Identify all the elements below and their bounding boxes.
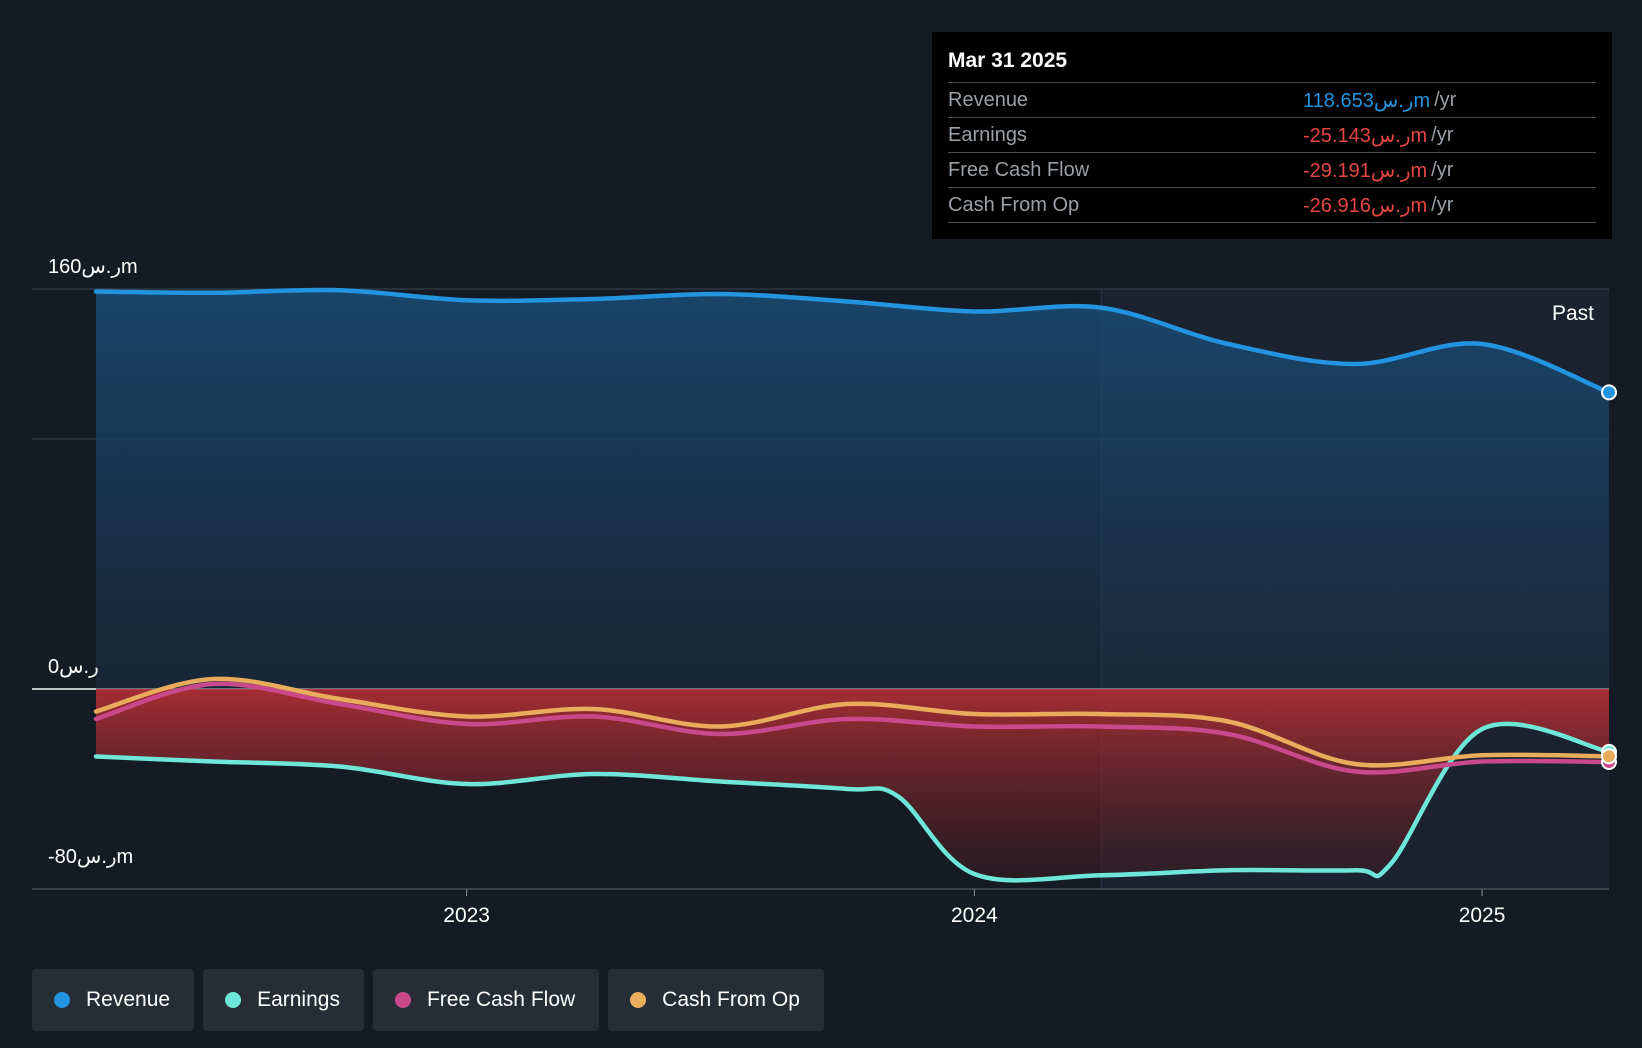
- legend-dot-icon: [630, 992, 647, 1008]
- cash-from-op-end-point: [1601, 748, 1617, 765]
- area-fills: [96, 289, 1609, 881]
- cash-from-op-line: [93, 676, 1612, 768]
- legend-item-revenue[interactable]: Revenue: [32, 969, 195, 1031]
- free-cash-flow-line: [93, 681, 1612, 775]
- tooltip-unit: /yr: [1431, 158, 1454, 181]
- tooltip-label: Free Cash Flow: [948, 158, 1090, 181]
- tooltip-value: 118.653ر.سm: [1303, 89, 1431, 112]
- chart-legend: Revenue Earnings Free Cash Flow Cash Fro…: [32, 969, 824, 1031]
- tooltip-row-revenue: Revenue 118.653ر.سm /yr: [948, 82, 1596, 117]
- tooltip-row-earnings: Earnings -25.143ر.سm /yr: [948, 117, 1596, 152]
- y-axis-label: 0ر.س: [48, 656, 99, 678]
- revenue-area: [96, 289, 1609, 689]
- tooltip-value: -29.191ر.سm: [1303, 159, 1428, 182]
- tooltip-value: -25.143ر.سm: [1303, 124, 1428, 147]
- tooltip-unit: /yr: [1431, 193, 1454, 216]
- series-end-dots: [1601, 384, 1617, 770]
- tooltip-label: Earnings: [948, 123, 1027, 146]
- legend-item-free-cash-flow[interactable]: Free Cash Flow: [372, 969, 600, 1031]
- legend-label: Free Cash Flow: [426, 988, 576, 1011]
- x-tick-label: 2024: [951, 904, 998, 927]
- tooltip-unit: /yr: [1434, 88, 1457, 111]
- y-axis-label: 160ر.سm: [48, 256, 138, 278]
- legend-label: Cash From Op: [662, 988, 800, 1011]
- legend-item-cash-from-op[interactable]: Cash From Op: [608, 969, 824, 1031]
- legend-dot-icon: [54, 992, 70, 1008]
- legend-dot-icon: [225, 992, 242, 1008]
- tooltip-date: Mar 31 2025: [948, 49, 1068, 72]
- x-tick-label: 2025: [1459, 904, 1506, 927]
- revenue-end-point: [1601, 384, 1617, 401]
- revenue-line: [93, 287, 1612, 395]
- y-axis-labels: 160ر.سm 0ر.س -80ر.سm: [48, 256, 138, 868]
- tooltip-label: Cash From Op: [948, 193, 1080, 216]
- legend-item-earnings[interactable]: Earnings: [203, 969, 364, 1031]
- legend-label: Earnings: [257, 988, 340, 1011]
- tooltip-value: -26.916ر.سm: [1303, 194, 1428, 217]
- tooltip-unit: /yr: [1431, 123, 1454, 146]
- x-axis-ticks: 2023 2024 2025: [32, 888, 1609, 927]
- series-lines: [93, 287, 1612, 883]
- tooltip-label: Revenue: [948, 88, 1029, 111]
- y-axis-label: -80ر.سm: [48, 846, 133, 868]
- tooltip-panel: Mar 31 2025 Revenue 118.653ر.سm /yr Earn…: [932, 32, 1612, 239]
- past-label: Past: [1552, 302, 1594, 325]
- x-tick-label: 2023: [443, 904, 490, 927]
- earnings-line: [93, 721, 1612, 883]
- tooltip-row-cash-from-op: Cash From Op -26.916ر.سm /yr: [948, 187, 1596, 223]
- legend-label: Revenue: [86, 988, 171, 1011]
- negative-area: [96, 689, 1609, 881]
- legend-dot-icon: [394, 992, 411, 1008]
- tooltip-row-free-cash-flow: Free Cash Flow -29.191ر.سm /yr: [948, 152, 1596, 187]
